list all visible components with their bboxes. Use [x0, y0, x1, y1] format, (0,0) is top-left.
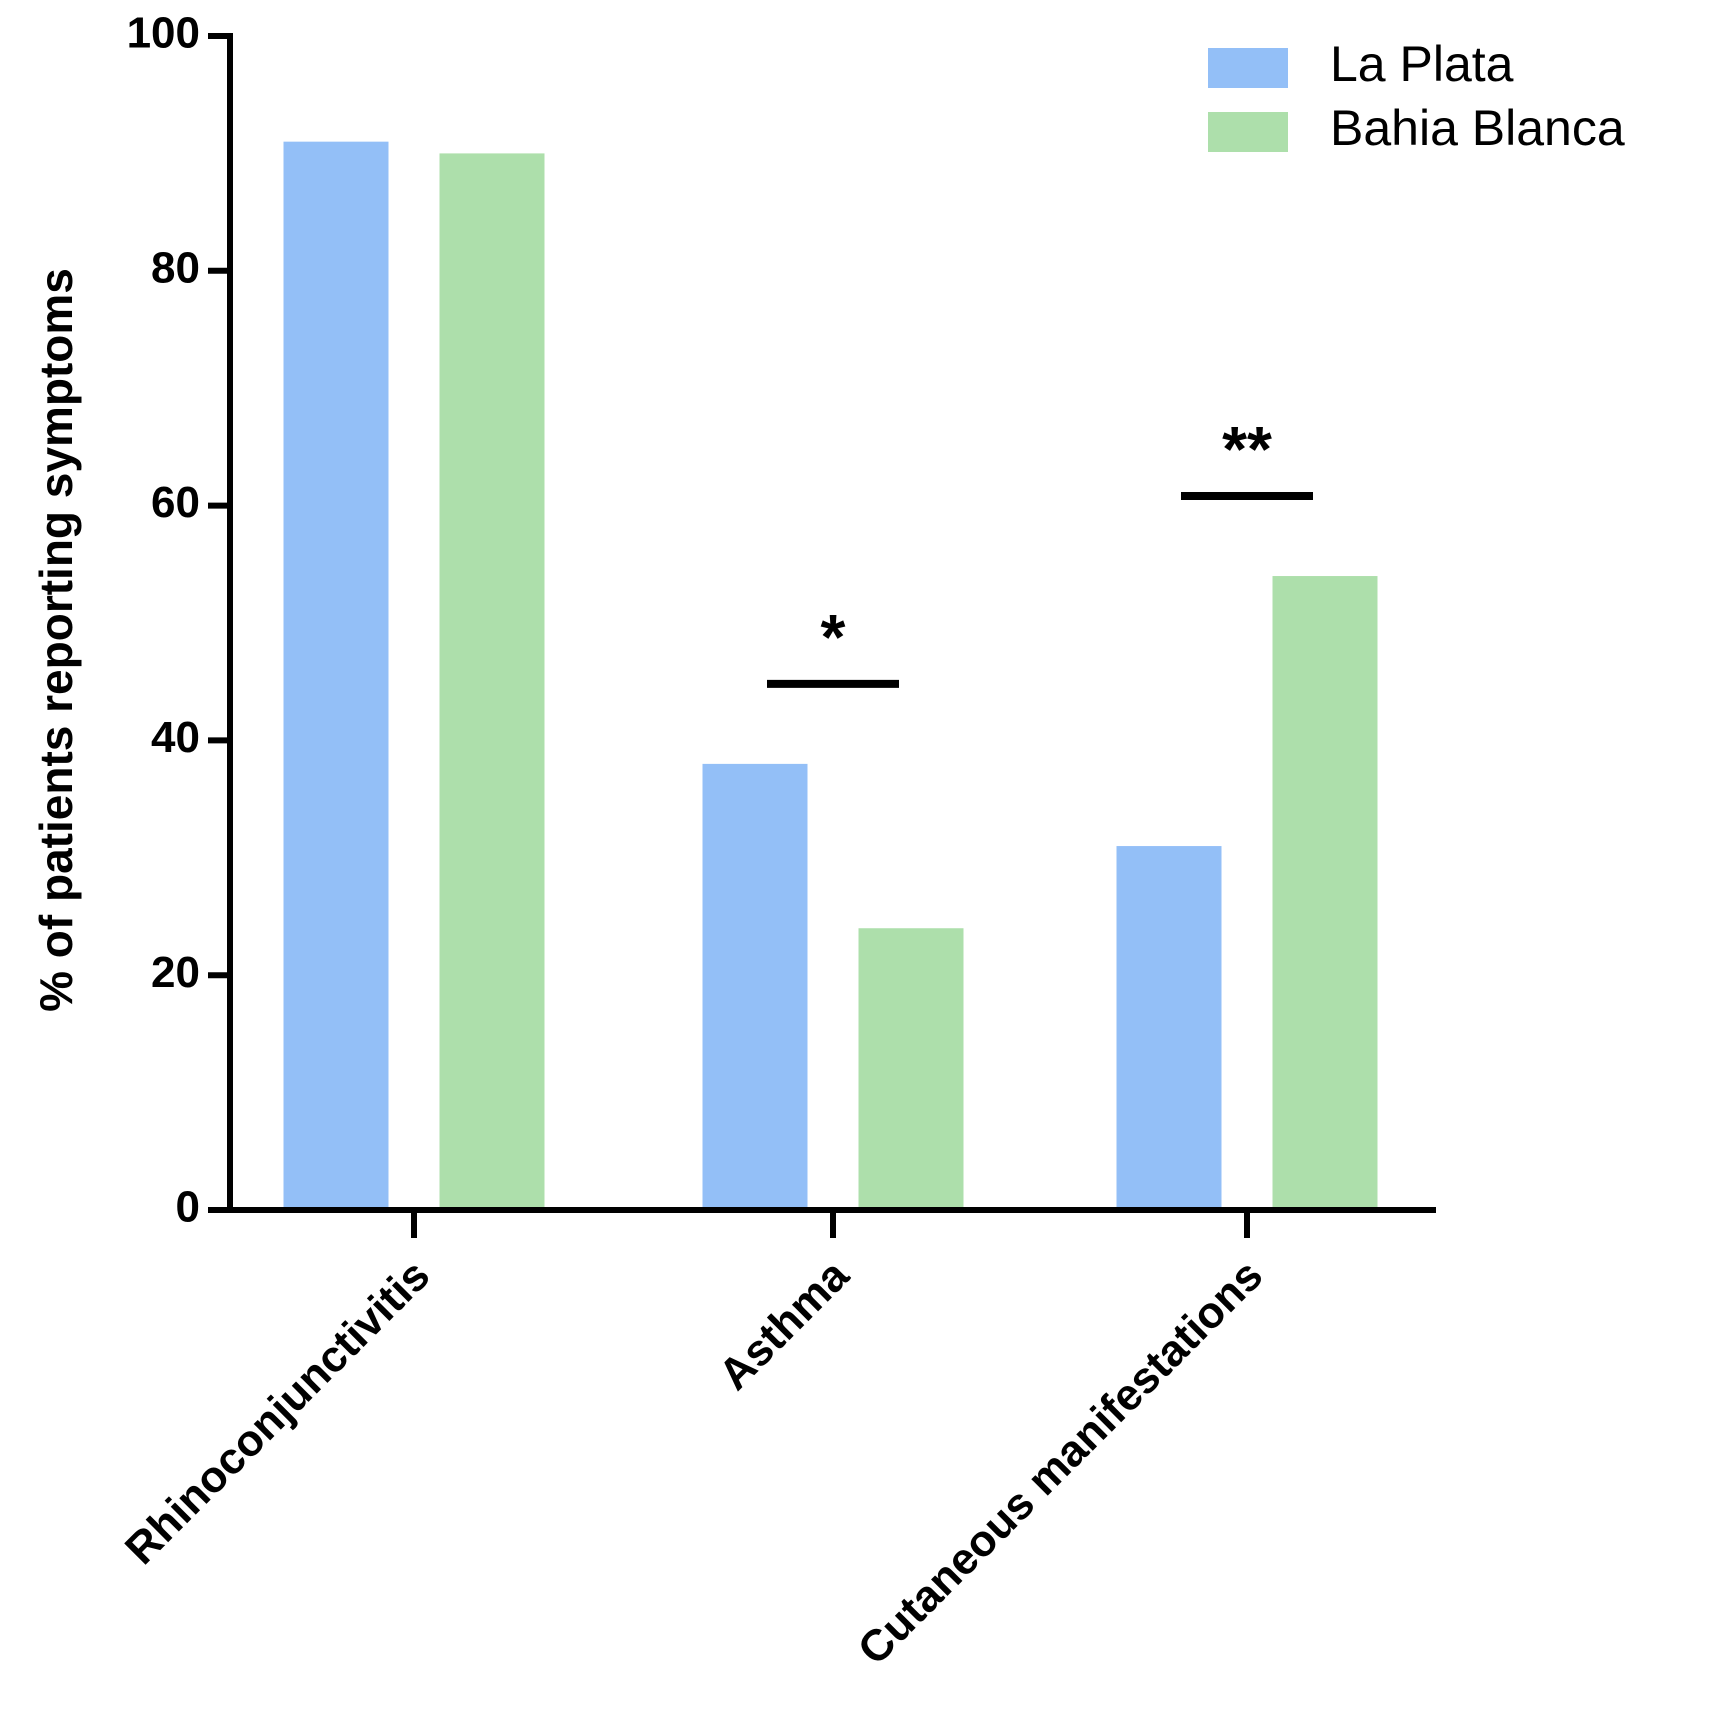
y-tick-label: 20 [151, 948, 200, 997]
bar [439, 153, 545, 1210]
bar [858, 928, 964, 1210]
significance-label: * [821, 601, 846, 673]
y-tick-label: 60 [151, 478, 200, 527]
y-tick-label: 80 [151, 243, 200, 292]
legend-swatch [1208, 112, 1288, 152]
bar [1272, 576, 1378, 1210]
bar [283, 141, 389, 1210]
x-tick-label: Asthma [710, 1250, 859, 1399]
x-tick-label: Rhinoconjunctivitis [116, 1251, 439, 1574]
y-tick-label: 0 [176, 1183, 200, 1232]
legend-label: Bahia Blanca [1330, 100, 1625, 156]
y-tick-label: 40 [151, 713, 200, 762]
significance-label: ** [1222, 413, 1272, 485]
y-axis-label: % of patients reporting symptoms [30, 268, 82, 1012]
legend-swatch [1208, 48, 1288, 88]
x-tick-label: Cutaneous manifestations [849, 1251, 1273, 1675]
legend-label: La Plata [1330, 36, 1514, 92]
bar [702, 763, 808, 1210]
bar [1116, 846, 1222, 1210]
y-tick-label: 100 [127, 9, 200, 58]
